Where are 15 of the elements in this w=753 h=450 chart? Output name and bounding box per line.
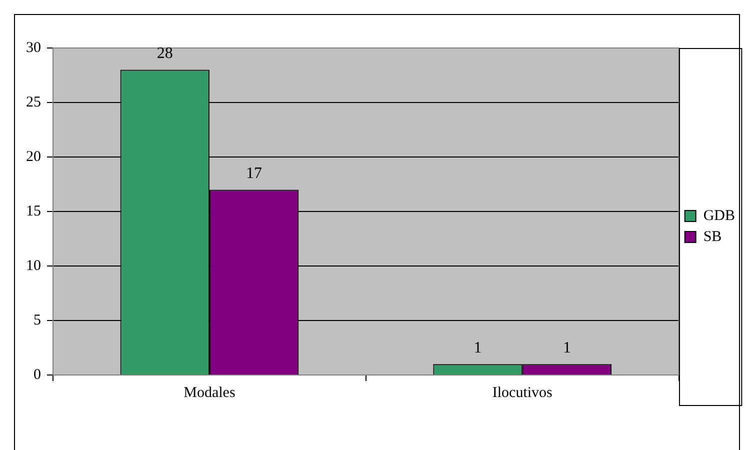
y-tick-label: 0: [34, 366, 41, 383]
y-tick-label: 15: [26, 203, 41, 220]
y-tick-label: 30: [26, 40, 41, 56]
data-label: 1: [474, 339, 482, 356]
x-tick-label: Ilocutivos: [492, 384, 553, 401]
y-tick-label: 10: [26, 258, 41, 274]
data-label: 17: [246, 164, 262, 182]
legend-label: GDB: [703, 208, 735, 224]
data-label: 1: [562, 339, 571, 356]
legend-label: SB: [703, 228, 722, 245]
y-tick-label: 20: [26, 148, 41, 165]
y-tick-label: 25: [26, 94, 41, 110]
data-label: 28: [156, 45, 173, 62]
x-tick-label: Modales: [184, 384, 236, 401]
y-tick-label: 5: [34, 312, 41, 328]
